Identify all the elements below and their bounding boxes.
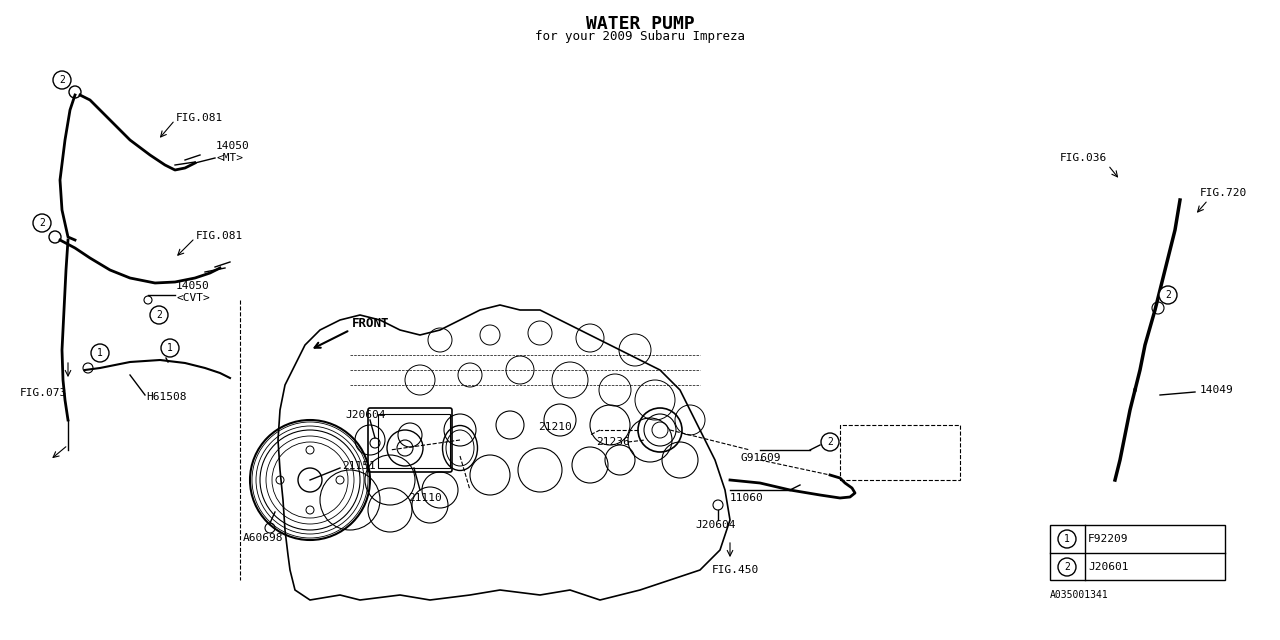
Text: J20604: J20604 — [695, 520, 736, 530]
Text: 14050
<CVT>: 14050 <CVT> — [177, 281, 210, 303]
Text: 2: 2 — [1165, 290, 1171, 300]
Text: H61508: H61508 — [146, 392, 187, 402]
Circle shape — [161, 339, 179, 357]
Text: J20601: J20601 — [1088, 562, 1129, 572]
Text: A035001341: A035001341 — [1050, 590, 1108, 600]
Text: 21110: 21110 — [408, 493, 442, 503]
Text: F92209: F92209 — [1088, 534, 1129, 544]
Text: 1: 1 — [168, 343, 173, 353]
Text: FIG.450: FIG.450 — [712, 565, 759, 575]
Text: FIG.073: FIG.073 — [20, 388, 68, 398]
Text: 14050
<MT>: 14050 <MT> — [216, 141, 250, 163]
Bar — [840, 425, 960, 480]
Text: FIG.720: FIG.720 — [1201, 188, 1247, 198]
Text: 11060: 11060 — [730, 493, 764, 503]
Text: G91609: G91609 — [740, 453, 781, 463]
Text: FIG.036: FIG.036 — [1060, 153, 1107, 163]
Text: 1: 1 — [1064, 534, 1070, 544]
Circle shape — [1158, 286, 1178, 304]
Text: 2: 2 — [59, 75, 65, 85]
Text: 2: 2 — [156, 310, 163, 320]
Text: FIG.081: FIG.081 — [177, 113, 223, 123]
Text: 2: 2 — [1064, 562, 1070, 572]
Text: 21210: 21210 — [539, 422, 572, 432]
Circle shape — [820, 433, 838, 451]
Text: 2: 2 — [40, 218, 45, 228]
Text: A60698: A60698 — [243, 533, 283, 543]
Text: J20604: J20604 — [346, 410, 385, 420]
Circle shape — [1059, 530, 1076, 548]
Text: 21151: 21151 — [342, 461, 376, 471]
Text: 2: 2 — [827, 437, 833, 447]
Circle shape — [91, 344, 109, 362]
Text: for your 2009 Subaru Impreza: for your 2009 Subaru Impreza — [535, 30, 745, 43]
Text: 21236: 21236 — [596, 437, 630, 447]
Text: FIG.081: FIG.081 — [196, 231, 243, 241]
Circle shape — [52, 71, 70, 89]
Bar — [1050, 525, 1225, 580]
Circle shape — [150, 306, 168, 324]
Text: WATER PUMP: WATER PUMP — [586, 15, 694, 33]
Circle shape — [33, 214, 51, 232]
Circle shape — [1059, 558, 1076, 576]
Text: FRONT: FRONT — [352, 317, 389, 330]
Text: 14049: 14049 — [1201, 385, 1234, 395]
Text: 1: 1 — [97, 348, 102, 358]
